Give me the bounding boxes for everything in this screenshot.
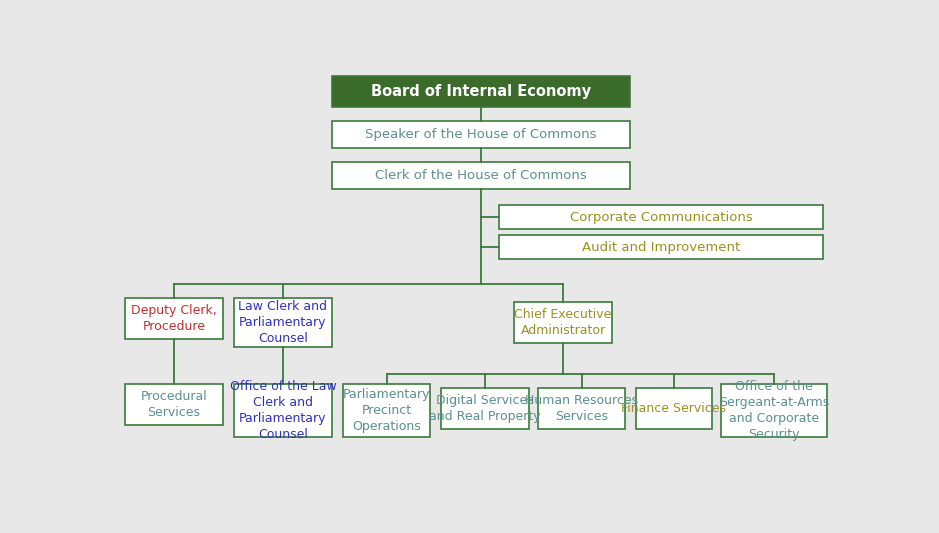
FancyBboxPatch shape bbox=[343, 384, 430, 438]
FancyBboxPatch shape bbox=[332, 163, 630, 189]
FancyBboxPatch shape bbox=[514, 302, 612, 343]
FancyBboxPatch shape bbox=[500, 205, 824, 229]
Text: Speaker of the House of Commons: Speaker of the House of Commons bbox=[365, 128, 597, 141]
Text: Board of Internal Economy: Board of Internal Economy bbox=[371, 84, 592, 99]
Text: Human Resources
Services: Human Resources Services bbox=[525, 394, 639, 423]
FancyBboxPatch shape bbox=[721, 384, 827, 438]
Text: Office of the
Sergeant-at-Arms
and Corporate
Security: Office of the Sergeant-at-Arms and Corpo… bbox=[719, 380, 829, 441]
FancyBboxPatch shape bbox=[234, 384, 332, 438]
FancyBboxPatch shape bbox=[125, 384, 223, 425]
FancyBboxPatch shape bbox=[538, 388, 625, 429]
FancyBboxPatch shape bbox=[441, 388, 529, 429]
Text: Law Clerk and
Parliamentary
Counsel: Law Clerk and Parliamentary Counsel bbox=[239, 300, 328, 345]
FancyBboxPatch shape bbox=[636, 388, 712, 429]
Text: Audit and Improvement: Audit and Improvement bbox=[582, 240, 741, 254]
FancyBboxPatch shape bbox=[332, 76, 630, 107]
Text: Digital Services
and Real Property: Digital Services and Real Property bbox=[429, 394, 541, 423]
FancyBboxPatch shape bbox=[234, 298, 332, 347]
FancyBboxPatch shape bbox=[332, 122, 630, 148]
Text: Parliamentary
Precinct
Operations: Parliamentary Precinct Operations bbox=[343, 388, 430, 433]
Text: Procedural
Services: Procedural Services bbox=[141, 390, 208, 419]
Text: Corporate Communications: Corporate Communications bbox=[570, 211, 753, 223]
Text: Finance Services: Finance Services bbox=[622, 402, 726, 415]
Text: Chief Executive
Administrator: Chief Executive Administrator bbox=[515, 308, 612, 337]
Text: Office of the Law
Clerk and
Parliamentary
Counsel: Office of the Law Clerk and Parliamentar… bbox=[229, 380, 336, 441]
FancyBboxPatch shape bbox=[125, 298, 223, 339]
Text: Clerk of the House of Commons: Clerk of the House of Commons bbox=[376, 169, 587, 182]
FancyBboxPatch shape bbox=[500, 235, 824, 259]
Text: Deputy Clerk,
Procedure: Deputy Clerk, Procedure bbox=[131, 304, 217, 333]
